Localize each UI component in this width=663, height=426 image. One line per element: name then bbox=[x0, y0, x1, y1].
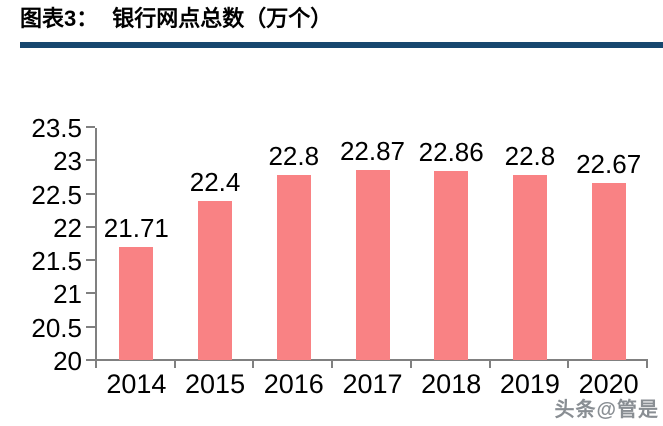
xtick-mark bbox=[252, 359, 255, 368]
bar-value-label: 22.4 bbox=[189, 167, 241, 198]
bar-value-label: 22.8 bbox=[268, 140, 320, 171]
bar bbox=[276, 174, 311, 360]
xtick-mark bbox=[95, 359, 97, 368]
bar bbox=[591, 183, 626, 360]
ytick-label: 23 bbox=[53, 146, 82, 177]
ytick-label: 21.5 bbox=[31, 246, 82, 277]
xtick-mark bbox=[409, 359, 412, 368]
ytick-label: 22.5 bbox=[31, 179, 82, 210]
xtick-label: 2015 bbox=[185, 369, 246, 399]
bar-value-label: 21.71 bbox=[103, 213, 169, 244]
ytick-mark bbox=[86, 126, 95, 128]
y-axis-line bbox=[95, 128, 97, 361]
ytick-mark bbox=[86, 259, 95, 262]
xtick-mark bbox=[173, 359, 176, 368]
xtick-mark bbox=[488, 359, 491, 368]
xtick-label: 2017 bbox=[342, 369, 403, 399]
bar-value-label: 22.67 bbox=[576, 149, 642, 180]
ytick-mark bbox=[86, 159, 95, 162]
ytick-label: 20 bbox=[53, 346, 82, 376]
bar bbox=[355, 169, 390, 360]
watermark: 头条@管是 bbox=[554, 399, 659, 421]
bar-value-label: 22.8 bbox=[504, 140, 556, 171]
ytick-label: 23.5 bbox=[31, 113, 82, 143]
bar bbox=[198, 201, 233, 360]
bar-value-label: 22.86 bbox=[418, 136, 484, 167]
ytick-mark bbox=[86, 325, 95, 328]
xtick-label: 2019 bbox=[499, 369, 560, 399]
ytick-mark bbox=[86, 292, 95, 295]
xtick-label: 2020 bbox=[578, 369, 639, 399]
ytick-label: 20.5 bbox=[31, 312, 82, 343]
bar bbox=[512, 174, 547, 360]
ytick-mark bbox=[86, 192, 95, 195]
x-axis-line bbox=[95, 359, 648, 361]
figure-label: 图表3： bbox=[20, 6, 99, 31]
xtick-label: 2014 bbox=[106, 369, 167, 399]
ytick-label: 22 bbox=[53, 212, 82, 243]
ytick-label: 21 bbox=[53, 279, 82, 310]
bar bbox=[434, 170, 469, 360]
xtick-mark bbox=[331, 359, 334, 368]
chart-title: 银行网点总数（万个） bbox=[112, 6, 333, 31]
xtick-label: 2018 bbox=[421, 369, 482, 399]
bar bbox=[119, 247, 154, 360]
ytick-mark bbox=[86, 225, 95, 228]
xtick-mark bbox=[567, 359, 570, 368]
bar-value-label: 22.87 bbox=[339, 135, 406, 166]
xtick-label: 2016 bbox=[263, 369, 324, 399]
xtick-mark bbox=[646, 359, 648, 368]
chart-header: 图表3： 银行网点总数（万个） bbox=[20, 5, 332, 33]
title-underline-rule bbox=[20, 42, 663, 48]
ytick-mark bbox=[86, 359, 95, 361]
